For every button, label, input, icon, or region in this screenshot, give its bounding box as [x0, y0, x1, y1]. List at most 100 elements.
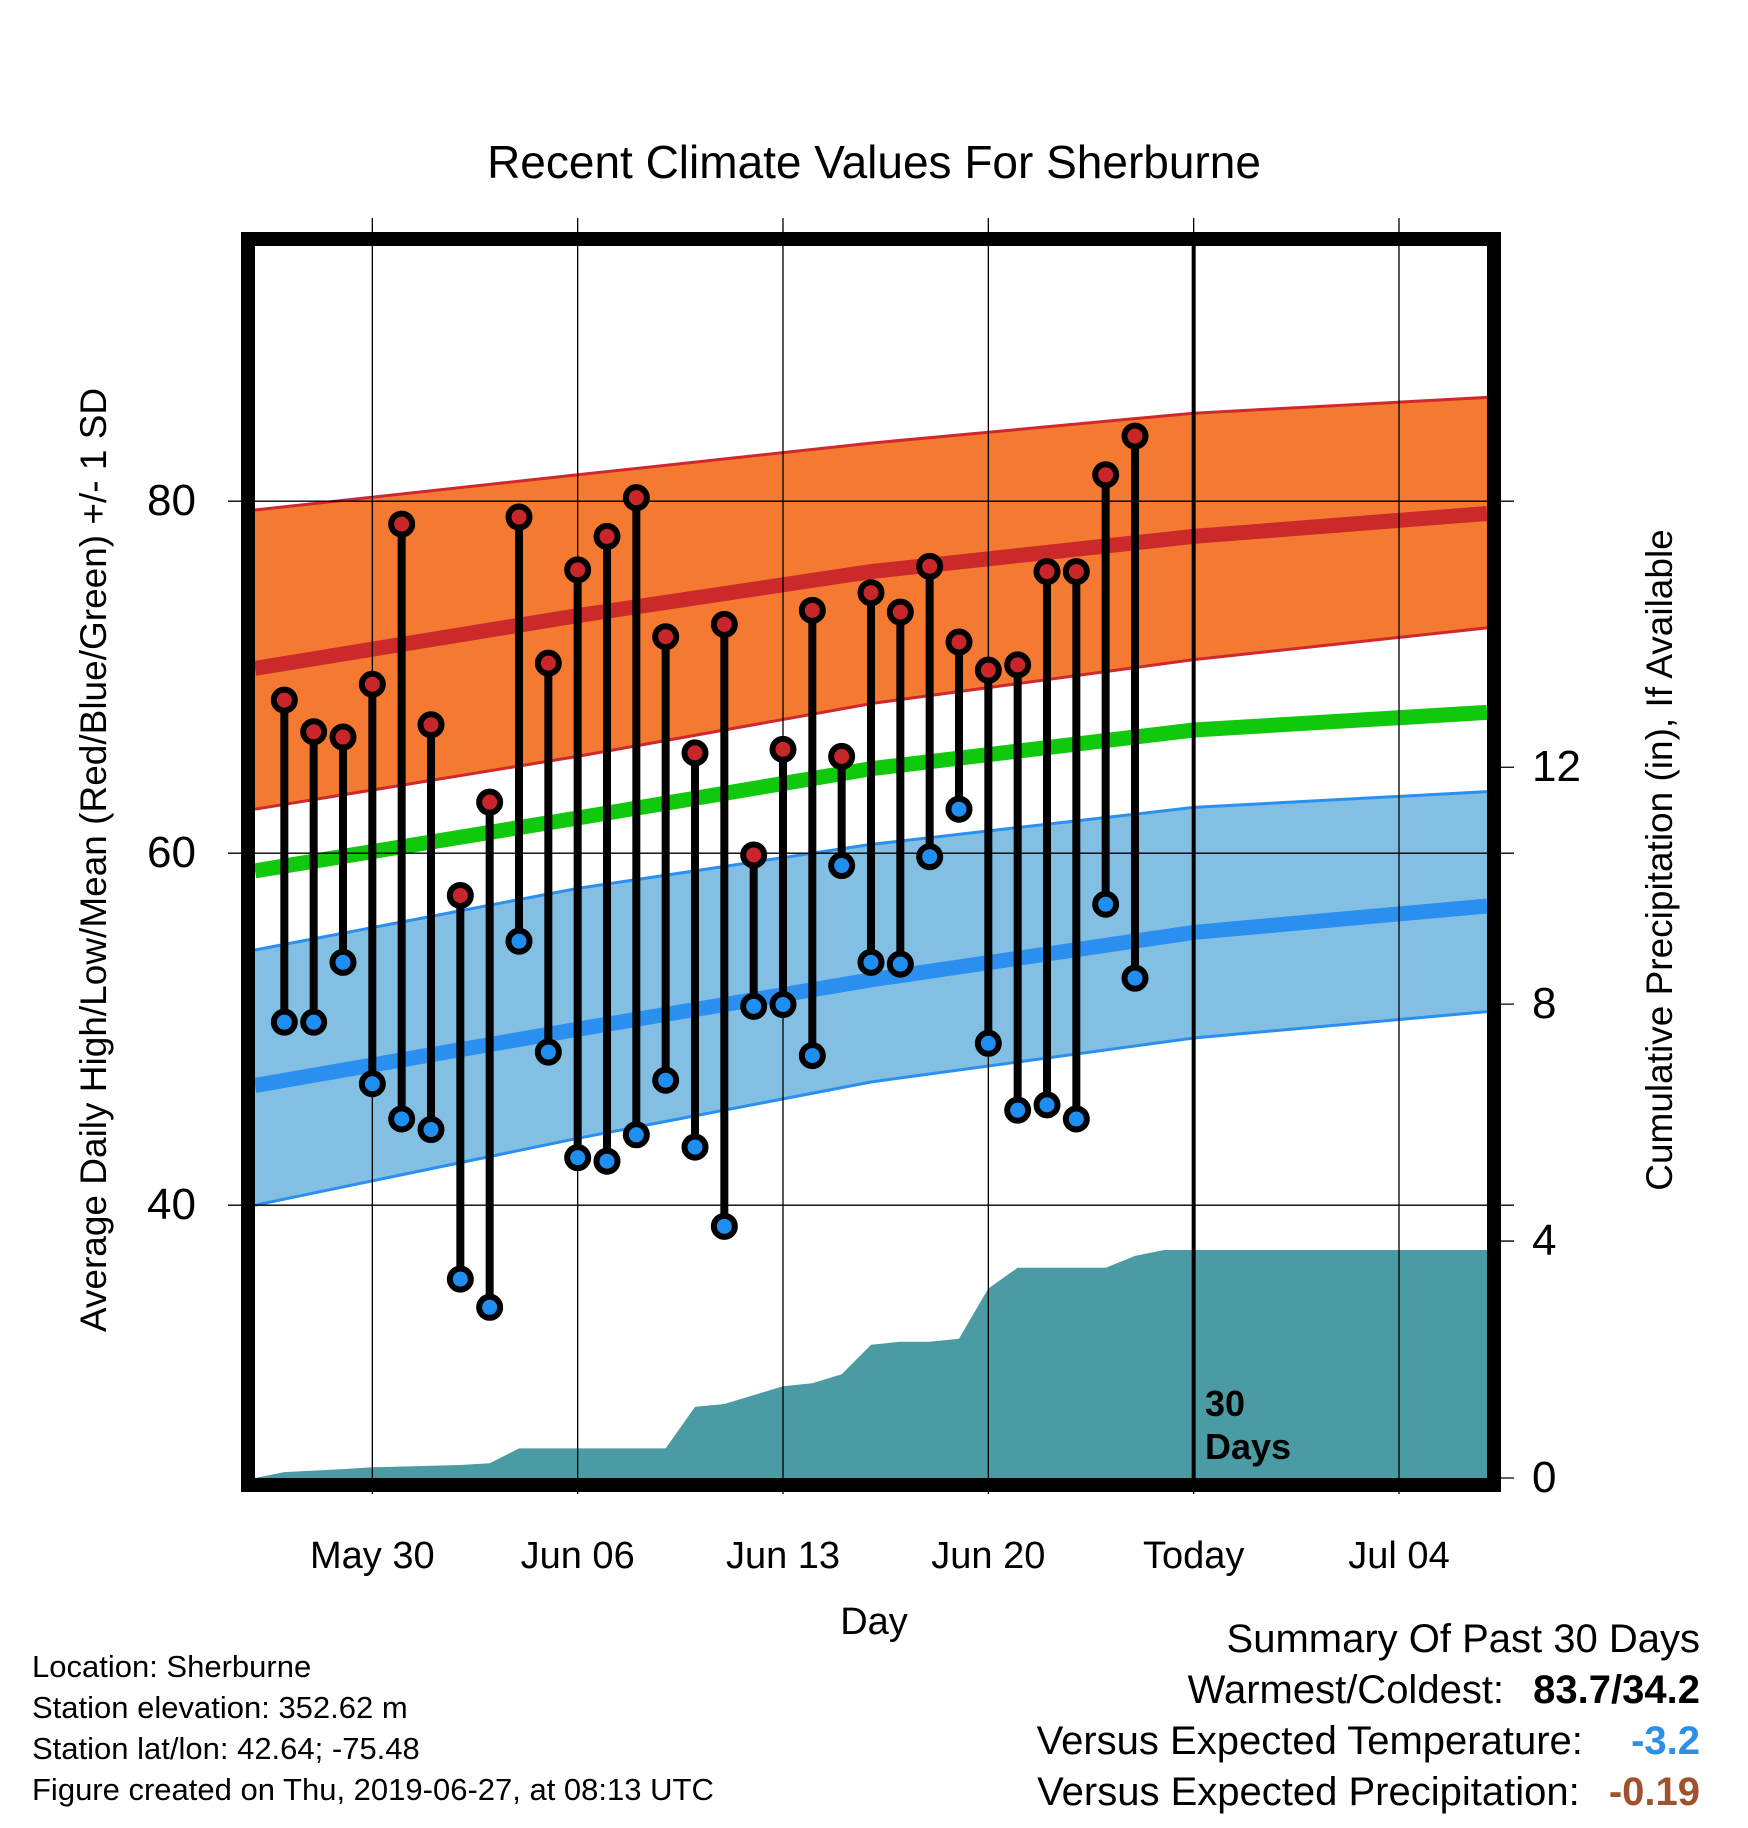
daily-low-point: [1121, 964, 1149, 992]
daily-high-point: [417, 711, 445, 739]
x-axis-label: Day: [840, 1601, 908, 1643]
daily-high-point: [1004, 651, 1032, 679]
daily-high-point: [681, 739, 709, 767]
daily-high-point: [329, 723, 357, 751]
x-tick-label: Jul 04: [1348, 1535, 1449, 1577]
daily-low-point: [1062, 1105, 1090, 1133]
daily-low-point: [270, 1008, 298, 1036]
high-sd-band-upper-edge: [254, 395, 1488, 512]
daily-high-point: [798, 596, 826, 624]
daily-low-point: [593, 1147, 621, 1175]
daily-high-point: [534, 649, 562, 677]
daily-high-point: [358, 670, 386, 698]
summary-precip-row: Versus Expected Precipitation: -0.19: [1037, 1767, 1700, 1818]
precip-label: Versus Expected Precipitation:: [1037, 1770, 1580, 1814]
daily-high-point: [476, 788, 504, 816]
y-tick-label: 40: [147, 1180, 196, 1229]
y2-tick-label: 4: [1532, 1216, 1556, 1265]
x-tick-label: Jun 13: [726, 1535, 840, 1577]
daily-low-point: [798, 1042, 826, 1070]
normal-low-line: [253, 898, 1488, 1093]
daily-high-point: [593, 522, 621, 550]
y-tick-label: 60: [147, 828, 196, 877]
created-text: Figure created on Thu, 2019-06-27, at 08…: [32, 1772, 714, 1807]
daily-high-point: [446, 881, 474, 909]
daily-low-point: [417, 1116, 445, 1144]
daily-high-point: [652, 623, 680, 651]
warmest-value: 83.7/34.2: [1533, 1668, 1700, 1712]
daily-low-point: [652, 1066, 680, 1094]
daily-low-point: [1004, 1096, 1032, 1124]
daily-high-point: [505, 503, 533, 531]
y2-tick-label: 12: [1532, 742, 1581, 791]
daily-low-point: [505, 927, 533, 955]
plot-area: [228, 218, 1514, 1494]
today-label-line1: 30: [1205, 1383, 1245, 1424]
latlon-text: Station lat/lon: 42.64; -75.48: [32, 1731, 420, 1766]
x-tick-label: Jun 20: [931, 1535, 1045, 1577]
daily-low-point: [974, 1029, 1002, 1057]
daily-high-point: [388, 510, 416, 538]
daily-high-point: [270, 686, 298, 714]
daily-low-point: [622, 1121, 650, 1149]
location-text: Location: Sherburne: [32, 1649, 312, 1684]
daily-low-point: [828, 852, 856, 880]
y2-tick-label: 8: [1532, 979, 1556, 1028]
normal-high-line: [253, 506, 1488, 676]
daily-high-point: [740, 841, 768, 869]
precip-area: [255, 1250, 1487, 1478]
elevation-text: Station elevation: 352.62 m: [32, 1690, 408, 1725]
low-sd-band-lower-edge: [254, 1010, 1488, 1207]
daily-low-point: [681, 1133, 709, 1161]
warmest-label: Warmest/Coldest:: [1187, 1668, 1505, 1712]
x-tick-label: May 30: [310, 1535, 435, 1577]
daily-high-point: [1092, 461, 1120, 489]
daily-high-point: [1121, 422, 1149, 450]
daily-high-point: [974, 656, 1002, 684]
daily-low-point: [710, 1212, 738, 1240]
daily-high-point: [300, 718, 328, 746]
daily-low-point: [1033, 1091, 1061, 1119]
daily-high-point: [916, 552, 944, 580]
daily-high-point: [1033, 558, 1061, 586]
y-axis-label: Average Daily High/Low/Mean (Red/Blue/Gr…: [73, 388, 114, 1332]
daily-low-point: [945, 795, 973, 823]
daily-low-point: [564, 1144, 592, 1172]
temp-label: Versus Expected Temperature:: [1036, 1719, 1583, 1763]
plot-frame: [241, 232, 1501, 1492]
x-tick-label: Today: [1143, 1535, 1244, 1577]
y2-axis-label: Cumulative Precipitation (in), If Availa…: [1639, 529, 1680, 1191]
daily-high-point: [622, 484, 650, 512]
daily-high-point: [710, 610, 738, 638]
temp-value: -3.2: [1631, 1719, 1700, 1763]
daily-high-point: [564, 556, 592, 584]
daily-high-point: [857, 579, 885, 607]
daily-low-point: [886, 950, 914, 978]
daily-high-point: [1062, 558, 1090, 586]
daily-high-point: [945, 628, 973, 656]
x-tick-label: Jun 06: [521, 1535, 635, 1577]
daily-high-point: [828, 742, 856, 770]
daily-low-point: [476, 1293, 504, 1321]
daily-low-point: [857, 948, 885, 976]
summary-temp-row: Versus Expected Temperature: -3.2: [1037, 1716, 1700, 1767]
precip-value: -0.19: [1608, 1770, 1700, 1814]
y2-tick-label: 0: [1532, 1453, 1556, 1502]
station-info: Location: Sherburne Station elevation: 3…: [32, 1646, 714, 1810]
summary-panel: Summary Of Past 30 Days Warmest/Coldest:…: [1037, 1614, 1700, 1818]
daily-low-point: [388, 1105, 416, 1133]
daily-high-point: [886, 598, 914, 626]
daily-low-point: [534, 1038, 562, 1066]
chart-title: Recent Climate Values For Sherburne: [487, 136, 1261, 188]
low-sd-band: [255, 791, 1487, 1206]
y-tick-label: 80: [147, 476, 196, 525]
daily-low-point: [769, 991, 797, 1019]
daily-low-point: [740, 992, 768, 1020]
daily-low-point: [916, 843, 944, 871]
today-label-line2: Days: [1205, 1426, 1291, 1467]
daily-low-point: [446, 1265, 474, 1293]
daily-low-point: [329, 948, 357, 976]
daily-high-point: [769, 735, 797, 763]
summary-warmest-row: Warmest/Coldest: 83.7/34.2: [1037, 1665, 1700, 1716]
